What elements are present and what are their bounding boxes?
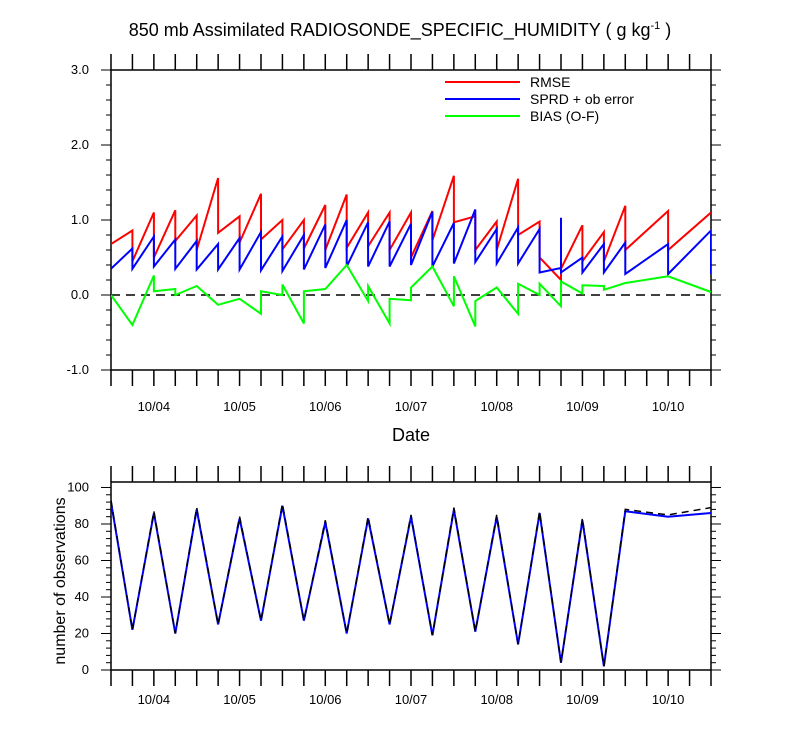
y-tick-label: 0: [82, 662, 89, 677]
y-tick-label: 40: [75, 589, 89, 604]
y-tick-label: 80: [75, 516, 89, 531]
y-tick-label: 60: [75, 552, 89, 567]
chart-title-text: 850 mb Assimilated RADIOSONDE_SPECIFIC_H…: [128, 20, 651, 40]
x-axis-label: Date: [392, 425, 430, 445]
chart-title-suffix: ): [660, 20, 672, 40]
series-line-sprd-ob-error: [111, 209, 711, 277]
x-tick-label: 10/04: [138, 399, 171, 414]
legend-label: BIAS (O-F): [530, 108, 599, 124]
chart-title: 850 mb Assimilated RADIOSONDE_SPECIFIC_H…: [0, 20, 800, 41]
chart-panel-2: 10/04 10/05 10/06 10/07 10/08 10/09 10/10 0 20 40…: [52, 466, 721, 707]
plot-frame: [110, 481, 712, 671]
chart-panel-1: 10/04 10/05 10/06 10/07 10/08 10/09 10/10 -1.0 0…: [67, 54, 721, 445]
y-axis-label: number of observations: [52, 497, 69, 664]
series-line-bias-o-f: [111, 263, 711, 328]
x-tick-label: 10/07: [395, 692, 428, 707]
x-tick-label: 10/07: [395, 399, 428, 414]
x-tick-label: 10/08: [480, 399, 513, 414]
y-tick-label: 100: [67, 479, 89, 494]
x-tick-label: 10/05: [223, 692, 256, 707]
series-line-observations-used: [111, 501, 711, 667]
y-tick-label: 3.0: [71, 62, 89, 77]
x-tick-label: 10/10: [652, 692, 685, 707]
y-tick-label: -1.0: [67, 362, 89, 377]
y-tick-label: 2.0: [71, 137, 89, 152]
x-tick-label: 10/08: [480, 692, 513, 707]
x-tick-label: 10/05: [223, 399, 256, 414]
x-tick-label: 10/10: [652, 399, 685, 414]
x-tick-label: 10/09: [566, 399, 599, 414]
x-tick-label: 10/06: [309, 692, 342, 707]
legend-label: RMSE: [530, 74, 570, 90]
y-tick-label: 1.0: [71, 212, 89, 227]
x-tick-label: 10/04: [138, 692, 171, 707]
legend-label: SPRD + ob error: [530, 91, 634, 107]
x-tick-label: 10/06: [309, 399, 342, 414]
series-line-observations-possible: [111, 500, 711, 667]
x-tick-label: 10/09: [566, 692, 599, 707]
y-tick-label: 0.0: [71, 287, 89, 302]
chart-title-superscript: -1: [650, 20, 661, 32]
y-tick-label: 20: [75, 625, 89, 640]
